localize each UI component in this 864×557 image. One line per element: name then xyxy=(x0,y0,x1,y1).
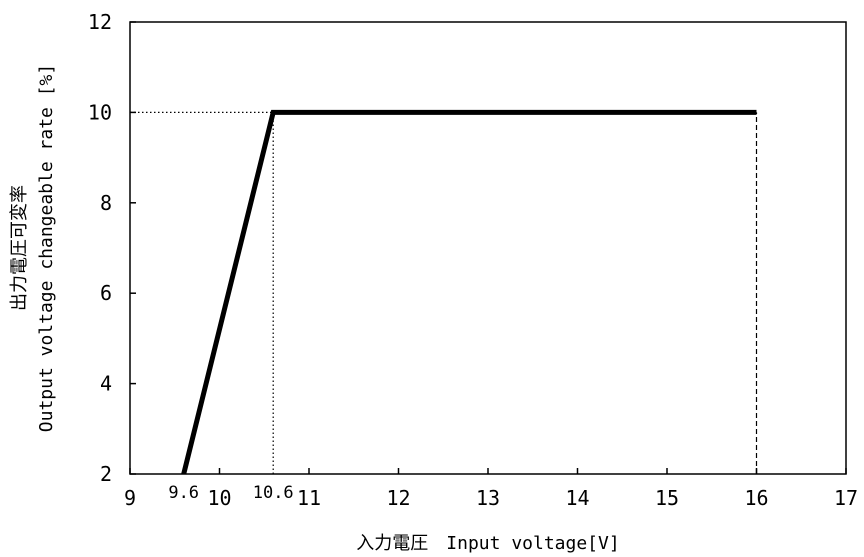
x-tick-label-extra: 9.6 xyxy=(168,483,199,503)
y-tick-label: 6 xyxy=(100,281,112,305)
y-tick-label: 12 xyxy=(88,10,112,34)
x-axis-title: 入力電圧 Input voltage[V] xyxy=(356,533,619,554)
y-tick-label: 10 xyxy=(88,100,112,124)
y-tick-label: 8 xyxy=(100,191,112,215)
series-layer xyxy=(181,109,757,475)
x-tick-label: 9 xyxy=(124,486,136,510)
y-axis-title-japanese: 出力電圧可変率 xyxy=(9,185,30,311)
reference-lines xyxy=(130,111,758,474)
x-axis-ticks: 9 10 11 12 13 14 15 16 17 9.6 10.6 xyxy=(124,468,858,510)
y-axis-title-english: Output voltage changeable rate [%] xyxy=(36,64,57,432)
x-tick-label: 13 xyxy=(476,486,500,510)
x-tick-label: 14 xyxy=(565,486,589,510)
x-tick-label: 15 xyxy=(655,486,679,510)
series-line-1 xyxy=(181,109,757,475)
y-tick-label: 2 xyxy=(100,462,112,486)
x-tick-label-extra: 10.6 xyxy=(253,483,294,503)
x-tick-label: 16 xyxy=(744,486,768,510)
x-tick-label: 10 xyxy=(207,486,231,510)
x-tick-label: 17 xyxy=(834,486,858,510)
y-tick-label: 4 xyxy=(100,372,112,396)
x-tick-label: 12 xyxy=(386,486,410,510)
y-axis-ticks: 2 4 6 8 10 12 xyxy=(88,10,136,486)
x-tick-label: 11 xyxy=(297,486,321,510)
